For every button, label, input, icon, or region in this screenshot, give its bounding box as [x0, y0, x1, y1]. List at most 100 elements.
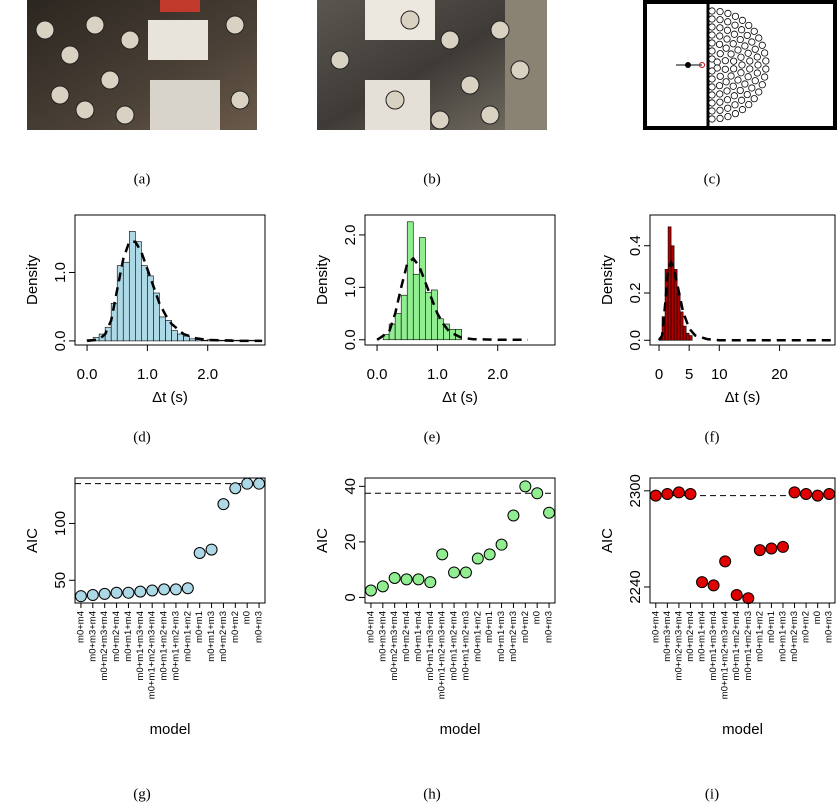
pedestrian	[750, 27, 758, 35]
pedestrian	[743, 90, 751, 99]
y-tick-label: 2300	[627, 474, 644, 507]
point	[519, 480, 532, 493]
point	[388, 572, 401, 584]
pedestrian	[708, 55, 716, 63]
head	[460, 75, 480, 95]
x-tick-label: m0+m1+m2+m4	[449, 611, 460, 680]
x-tick-label: m0	[812, 611, 823, 624]
pedestrian	[755, 34, 763, 42]
pedestrian	[708, 39, 716, 47]
pedestrian	[730, 30, 738, 38]
x-axis-label: Δt (s)	[725, 389, 761, 406]
pedestrian	[753, 69, 761, 77]
x-tick-label: m0+m2+m3+m4	[389, 611, 400, 680]
pedestrian	[737, 69, 745, 77]
pedestrian	[708, 15, 716, 23]
x-tick-label: m0+m1+m3	[777, 611, 788, 662]
x-tick-label: m0+m2	[801, 611, 812, 643]
pedestrian	[745, 21, 753, 30]
pedestrian	[708, 91, 716, 99]
plot-frame	[74, 214, 266, 346]
pedestrian	[746, 57, 754, 65]
x-tick-label: m0+m1+m2+m3	[170, 611, 181, 680]
pedestrian	[730, 57, 738, 65]
x-tick-label: m0+m2	[230, 611, 241, 643]
head	[510, 60, 530, 80]
x-tick-label: m0+m1	[194, 611, 205, 643]
point	[86, 589, 99, 602]
pedestrian	[738, 61, 746, 69]
x-tick-label: m0+m1+m2+m3+m4	[147, 611, 158, 699]
x-tick-label: 2.0	[487, 366, 508, 383]
pedestrian	[748, 38, 756, 46]
point	[110, 586, 123, 599]
x-tick-label: m0+m2+m4	[685, 611, 696, 662]
pedestrian	[758, 81, 766, 89]
histogram-bar	[412, 273, 420, 341]
chart-panel: 0.0 0.2 0.4 Density 0 5 10 20 Δt (s)	[599, 214, 836, 406]
plot-frame	[364, 477, 556, 604]
pedestrian	[753, 53, 761, 61]
simulation-diagram	[643, 0, 837, 130]
histogram-bar	[688, 335, 693, 341]
panel-caption: (h)	[423, 786, 441, 802]
x-tick-label: m0+m1+m2+m3	[743, 611, 754, 680]
pedestrian	[744, 49, 752, 57]
point	[672, 486, 685, 499]
point	[507, 509, 520, 522]
point	[776, 540, 789, 553]
chart-panel: 0.0 1.0 2.0 Density 0.0 1.0 2.0 Δt (s)	[314, 214, 556, 406]
pedestrian	[734, 46, 742, 54]
y-axis-label: Density	[24, 254, 41, 305]
x-tick-label: m0+m1+m4	[697, 611, 708, 662]
panel-caption: (g)	[133, 786, 151, 802]
x-tick-label: m0+m2+m4	[111, 611, 122, 662]
point	[146, 584, 159, 597]
pedestrian	[715, 82, 724, 90]
point	[122, 586, 135, 599]
x-tick-label: m0+m1+m3	[496, 611, 507, 662]
histogram-bar	[676, 292, 681, 341]
histogram-bar	[425, 292, 432, 341]
head	[225, 15, 245, 35]
pedestrian	[723, 35, 731, 43]
pedestrian	[724, 113, 732, 121]
point	[424, 576, 437, 589]
head	[120, 30, 140, 50]
pedestrian	[736, 35, 744, 44]
point	[742, 592, 755, 605]
pedestrian	[761, 49, 769, 57]
pedestrian	[737, 96, 746, 104]
point	[719, 555, 732, 568]
histogram-bar	[159, 316, 166, 342]
x-tick-label: m0+m2+m3+m4	[99, 611, 110, 680]
point	[753, 544, 766, 557]
pedestrian	[754, 61, 762, 69]
pedestrian	[713, 64, 721, 72]
x-tick-label: m0+m1+m2+m4	[731, 611, 742, 680]
pedestrian	[750, 95, 758, 103]
pedestrian	[708, 115, 716, 123]
point	[696, 576, 709, 589]
x-tick-label: 1.0	[137, 366, 158, 383]
point	[205, 543, 218, 556]
point	[229, 482, 242, 495]
x-tick-label: m0+m1+m2+m3	[460, 611, 471, 680]
y-axis-label: AIC	[24, 528, 41, 553]
x-tick-label: m0+m2	[520, 611, 531, 643]
pedestrian	[722, 44, 730, 52]
x-tick-label: m0+m1+m4	[413, 611, 424, 662]
chart-panel: 50 100 AIC m0+m4 m0+m3+m4 m0+m2+m3+m4 m0+m2+m4…	[24, 477, 266, 738]
chart-panel: 0.0 1.0 Density 0.0 1.0 2.0 Δt (s)	[24, 214, 266, 406]
x-axis-label: model	[722, 721, 763, 738]
x-tick-label: m0	[532, 611, 543, 624]
y-tick-label: 100	[52, 511, 69, 536]
x-tick-label: 0	[655, 366, 663, 383]
head	[480, 105, 500, 125]
pedestrian	[743, 31, 751, 40]
pedestrian	[731, 21, 739, 29]
x-tick-label: m0+m4	[75, 611, 86, 643]
x-tick-label: m0+m1+m3	[206, 611, 217, 662]
x-tick-label: 0.0	[367, 366, 388, 383]
x-tick-label: m0+m1+m2+m3+m4	[437, 611, 448, 699]
